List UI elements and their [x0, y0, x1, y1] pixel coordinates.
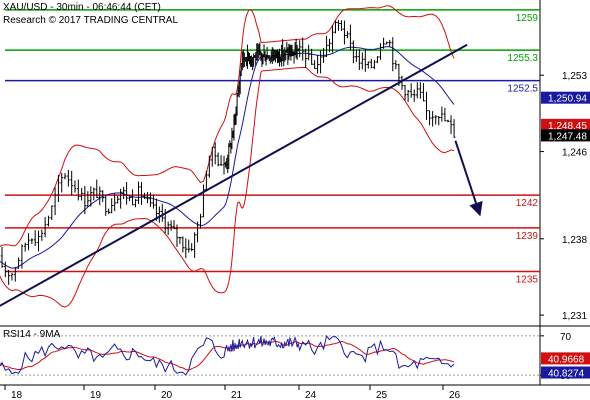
rsi-value-tag-box — [541, 352, 590, 365]
y-tick-label: 1,231 — [562, 311, 587, 322]
rsi-tick-label: 70 — [560, 332, 572, 343]
level-label-1242: 1242 — [516, 198, 539, 209]
x-tick-label: 26 — [449, 390, 461, 400]
chart-title: XAU/USD - 30min - 06:46:44 (CET) — [3, 2, 161, 13]
level-label-1252.5: 1252.5 — [507, 84, 538, 95]
level-label-1259: 1259 — [516, 13, 539, 24]
y-tick-label: 1,238 — [562, 235, 587, 246]
price-axis: 1,253 1,246 1,238 1,231 1,250.94 1,248.451,24… — [540, 71, 590, 322]
rsi-label: RSI14 - 9MA — [3, 329, 61, 340]
price-tag-box — [541, 91, 590, 104]
rsi-value-tag-box — [541, 366, 590, 379]
price-tag-label: 1,248.45 — [548, 121, 587, 132]
x-tick-label: 21 — [231, 390, 243, 400]
time-axis: 18 19 20 21 24 25 26 — [4, 385, 461, 400]
price-tag-label: 1,247.48 — [548, 131, 587, 142]
level-label-1235: 1235 — [516, 274, 539, 285]
x-tick-label: 20 — [161, 390, 173, 400]
bollinger-upper — [0, 5, 455, 248]
bollinger-lower — [0, 67, 455, 308]
x-tick-label: 18 — [11, 390, 23, 400]
price-tag-label: 1,250.94 — [548, 94, 587, 105]
chart-copyright: Research © 2017 TRADING CENTRAL — [3, 15, 178, 26]
rsi-value-tag-label: 40.9668 — [548, 354, 585, 365]
y-tick-label: 1,246 — [562, 148, 587, 159]
moving-average — [0, 46, 455, 269]
x-tick-label: 25 — [376, 390, 388, 400]
trendline — [0, 43, 468, 307]
price-tag-box — [541, 129, 590, 142]
forecast-arrow — [454, 140, 483, 217]
rsi-value-tag-label: 40.8274 — [548, 369, 585, 380]
x-tick-label: 24 — [305, 390, 317, 400]
candlesticks — [0, 20, 456, 285]
level-label-1239: 1239 — [516, 231, 539, 242]
x-tick-label: 19 — [90, 390, 102, 400]
y-tick-label: 1,253 — [562, 71, 587, 82]
level-label-1255.3: 1255.3 — [507, 53, 538, 64]
chart-frame — [0, 0, 590, 386]
trendline-group — [0, 43, 483, 307]
bollinger-bands — [0, 5, 455, 308]
rsi-line — [0, 334, 455, 376]
price-tag-box — [541, 118, 590, 131]
